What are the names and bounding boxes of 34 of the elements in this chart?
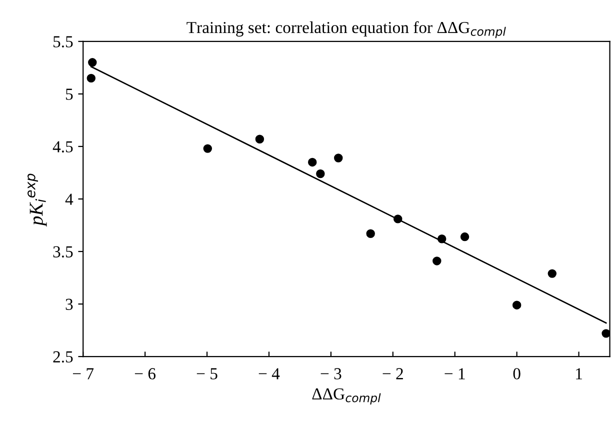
point: [548, 269, 557, 278]
point: [203, 144, 212, 153]
y-tick-label: 3: [66, 298, 73, 310]
point: [308, 158, 317, 167]
point: [316, 169, 325, 178]
chart-title: Training set: correlation equation for ΔΔG$_{compl}$: [186, 21, 506, 38]
x-tick-label: − 5: [196, 368, 218, 380]
y-tick-label: 5.5: [54, 36, 73, 48]
x-tick-label: − 3: [320, 368, 342, 380]
point: [334, 154, 343, 162]
point: [437, 234, 446, 244]
point: [255, 134, 264, 144]
point: [512, 300, 522, 310]
point: [432, 256, 442, 266]
y-axis-title: pK$_{i}$$^{exp}$: [28, 174, 47, 227]
x-tick-label: − 1: [444, 368, 465, 380]
point: [366, 229, 375, 238]
x-tick-label: 0: [513, 368, 520, 380]
y-tick-label: 5: [66, 88, 73, 100]
x-tick-label: 1: [576, 368, 582, 380]
y-tick-label: 4: [65, 194, 74, 205]
point: [602, 329, 610, 338]
point: [88, 58, 97, 67]
point: [460, 232, 470, 242]
y-tick-label: 2.5: [53, 351, 73, 363]
x-tick-label: − 4: [258, 368, 280, 380]
point: [86, 74, 96, 83]
x-tick-label: − 2: [382, 368, 403, 380]
y-tick-label: 4.5: [52, 141, 73, 152]
y-tick-label: 3.5: [53, 246, 73, 258]
x-axis-title: ΔΔG$_{compl}$: [312, 388, 381, 405]
point: [393, 214, 402, 224]
x-tick-label: − 6: [134, 368, 156, 380]
x-tick-label: − 7: [72, 368, 94, 380]
